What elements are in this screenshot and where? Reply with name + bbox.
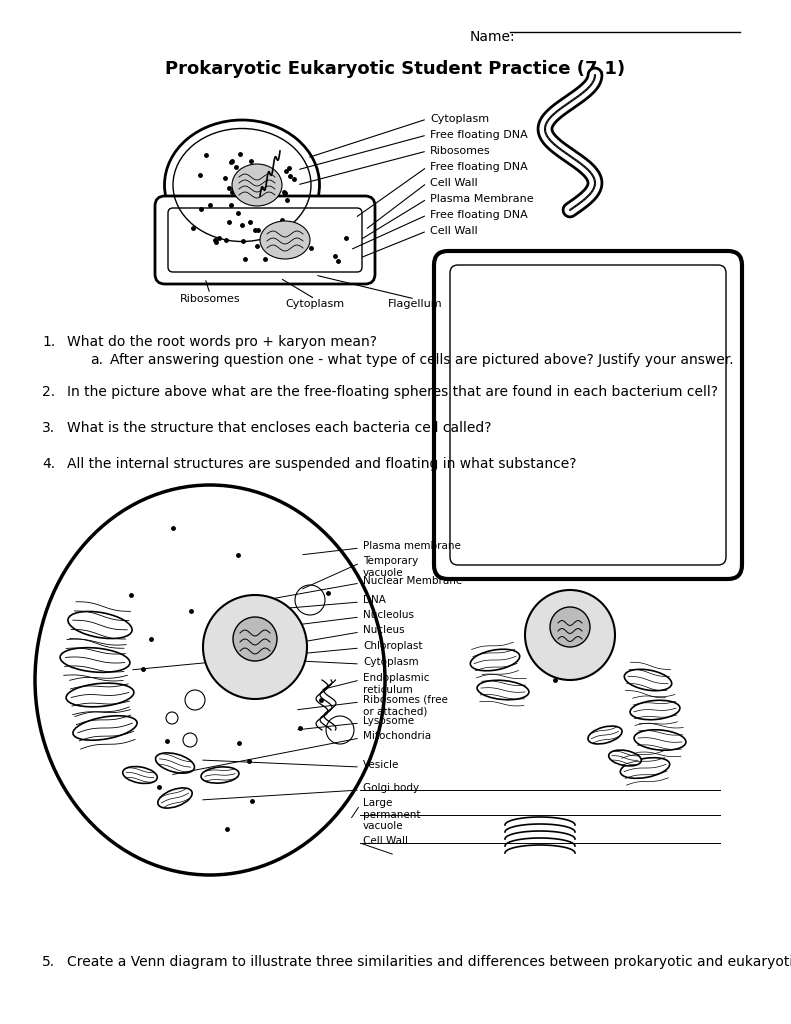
Text: Cell Wall: Cell Wall [363,836,408,846]
FancyBboxPatch shape [434,251,742,579]
Circle shape [183,733,197,746]
Circle shape [203,595,307,699]
Ellipse shape [68,611,132,639]
Circle shape [550,607,590,647]
Text: After answering question one - what type of cells are pictured above? Justify yo: After answering question one - what type… [110,353,733,367]
Ellipse shape [158,787,192,808]
Ellipse shape [232,164,282,206]
Ellipse shape [624,670,672,691]
Text: Free floating DNA: Free floating DNA [430,130,528,140]
Text: What is the structure that encloses each bacteria cell called?: What is the structure that encloses each… [67,421,491,435]
Text: Free floating DNA: Free floating DNA [430,162,528,172]
Ellipse shape [35,485,385,874]
Ellipse shape [201,767,239,783]
Text: All the internal structures are suspended and floating in what substance?: All the internal structures are suspende… [67,457,577,471]
Text: Vesicle: Vesicle [363,760,399,770]
Text: Plasma Membrane: Plasma Membrane [430,194,534,204]
Text: 4.: 4. [42,457,55,471]
Ellipse shape [588,726,622,744]
Text: In the picture above what are the free-floating spheres that are found in each b: In the picture above what are the free-f… [67,385,718,399]
Text: Free floating DNA: Free floating DNA [430,210,528,220]
Text: Cell Wall: Cell Wall [430,226,478,236]
Ellipse shape [609,750,642,766]
Text: Cytoplasm: Cytoplasm [430,114,489,124]
Circle shape [185,690,205,710]
Text: Create a Venn diagram to illustrate three similarities and differences between p: Create a Venn diagram to illustrate thre… [67,955,791,969]
Ellipse shape [634,730,686,751]
Text: 1.: 1. [42,335,55,349]
Ellipse shape [123,767,157,783]
Text: a.: a. [90,353,103,367]
Text: Plasma membrane: Plasma membrane [363,541,461,551]
Text: Flagellum: Flagellum [388,299,442,309]
Text: 3.: 3. [42,421,55,435]
Text: Temporary
vacuole: Temporary vacuole [363,556,418,578]
Text: Ribosomes: Ribosomes [430,146,490,156]
Ellipse shape [60,647,130,673]
Text: Chloroplast: Chloroplast [363,641,422,651]
Text: 5.: 5. [42,955,55,969]
Text: Nucleus: Nucleus [363,625,405,635]
Circle shape [233,617,277,662]
Text: Lysosome: Lysosome [363,716,414,726]
Text: DNA: DNA [363,595,386,605]
Ellipse shape [165,120,320,250]
Text: 2.: 2. [42,385,55,399]
Text: What do the root words pro + karyon mean?: What do the root words pro + karyon mean… [67,335,377,349]
FancyBboxPatch shape [155,196,375,284]
Circle shape [295,585,325,615]
Ellipse shape [630,700,680,720]
Text: Cell Wall: Cell Wall [430,178,478,188]
Ellipse shape [477,680,529,699]
Circle shape [525,590,615,680]
Ellipse shape [620,758,670,778]
Text: Ribosomes (free
or attached): Ribosomes (free or attached) [363,695,448,717]
Text: Endoplasmic
reticulum: Endoplasmic reticulum [363,673,430,694]
Text: Mitochondria: Mitochondria [363,731,431,741]
Ellipse shape [156,753,195,773]
Ellipse shape [73,716,137,740]
Ellipse shape [66,683,134,707]
Text: Large
permanent
vacuole: Large permanent vacuole [363,798,421,831]
Text: Cytoplasm: Cytoplasm [286,299,345,309]
Ellipse shape [471,649,520,671]
Text: Name:: Name: [470,30,516,44]
Circle shape [326,716,354,744]
Text: Golgi body: Golgi body [363,783,419,793]
Circle shape [166,712,178,724]
Text: Prokaryotic Eukaryotic Student Practice (7.1): Prokaryotic Eukaryotic Student Practice … [165,60,625,78]
Text: Cytoplasm: Cytoplasm [363,657,418,667]
Text: Nuclear Membrane: Nuclear Membrane [363,575,462,586]
Ellipse shape [260,221,310,259]
Text: Nucleolus: Nucleolus [363,610,414,620]
Text: Ribosomes: Ribosomes [180,294,240,304]
